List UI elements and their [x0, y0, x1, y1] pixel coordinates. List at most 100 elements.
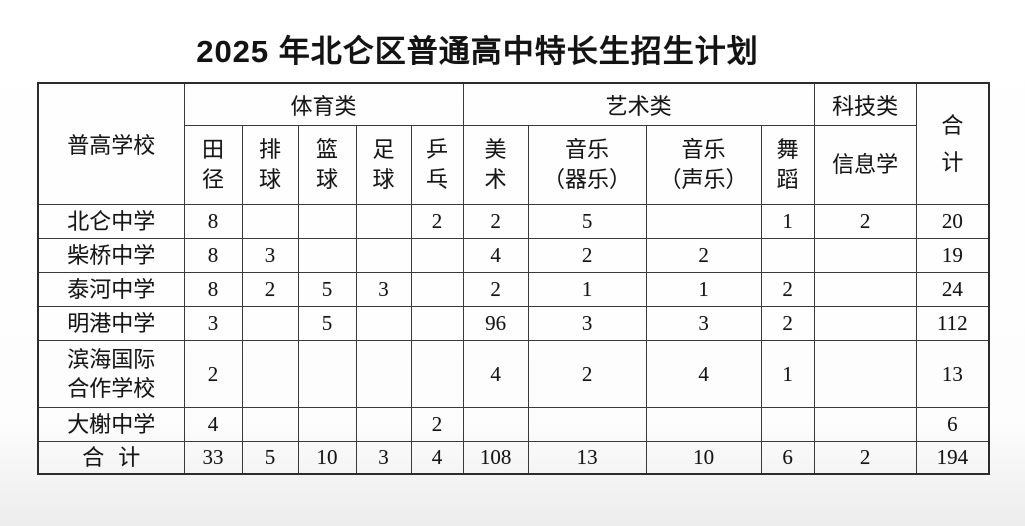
value-cell: [297, 407, 357, 442]
value-cell: 4: [462, 238, 529, 273]
sum-row: 合计 33 5 10 3 4 108 13 10 6 2 194: [37, 441, 990, 475]
value-cell: [527, 407, 647, 442]
sum-value-cell: 5: [241, 441, 299, 475]
value-cell: [355, 306, 412, 341]
value-cell: [241, 306, 299, 341]
col-header-informatics: 信息学: [813, 125, 917, 205]
value-cell: 1: [760, 340, 815, 408]
group-header-sports: 体育类: [183, 82, 464, 126]
row-total-cell: 19: [915, 238, 990, 273]
row-total-cell: 20: [915, 204, 990, 239]
value-cell: 2: [813, 204, 917, 239]
value-cell: [241, 340, 299, 408]
value-cell: [645, 407, 762, 442]
col-header-fine-arts: 美 术: [462, 125, 529, 205]
row-total-cell: 112: [915, 306, 990, 341]
school-name-cell: 北仑中学: [37, 204, 185, 239]
value-cell: [410, 306, 464, 341]
category-header-row: 普高学校 体育类 艺术类 科技类 合 计: [37, 82, 990, 205]
value-cell: [410, 272, 464, 307]
value-cell: [241, 204, 299, 239]
sum-value-cell: 33: [183, 441, 243, 475]
col-header-football: 足 球: [355, 125, 412, 205]
value-cell: 1: [760, 204, 815, 239]
value-cell: 3: [527, 306, 647, 341]
school-name-cell: 大榭中学: [37, 407, 185, 442]
row-total-cell: 13: [915, 340, 990, 408]
value-cell: 2: [527, 238, 647, 273]
value-cell: 3: [355, 272, 412, 307]
value-cell: 5: [297, 272, 357, 307]
value-cell: [645, 204, 762, 239]
row-total-cell: 24: [915, 272, 990, 307]
sum-row-label: 合计: [37, 441, 185, 475]
value-cell: [462, 407, 529, 442]
value-cell: [355, 204, 412, 239]
col-header-music-vocal: 音乐 （声乐）: [645, 125, 762, 205]
value-cell: [297, 204, 357, 239]
value-cell: 2: [410, 407, 464, 442]
value-cell: 5: [297, 306, 357, 341]
value-cell: [355, 407, 412, 442]
sum-value-cell: 108: [462, 441, 529, 475]
sum-value-cell: 10: [645, 441, 762, 475]
sum-value-cell: 10: [297, 441, 357, 475]
sum-value-cell: 4: [410, 441, 464, 475]
value-cell: [760, 407, 815, 442]
table-body: 北仑中学 8 2 2 5 1 2 20 柴桥中学 8 3 4 2 2 19 泰河中学 8 2 5 3 2 1 1 2 24 明港中…: [37, 204, 990, 475]
col-header-music-instrumental: 音乐 （器乐）: [527, 125, 647, 205]
school-name-cell: 滨海国际 合作学校: [37, 340, 185, 408]
value-cell: 3: [645, 306, 762, 341]
total-column-header: 合 计: [915, 82, 990, 205]
school-column-header: 普高学校: [37, 82, 185, 205]
value-cell: [813, 407, 917, 442]
grand-total-cell: 194: [915, 441, 990, 475]
school-name-cell: 明港中学: [37, 306, 185, 341]
value-cell: 2: [760, 272, 815, 307]
value-cell: 2: [462, 204, 529, 239]
school-row: 大榭中学 4 2 6: [37, 407, 990, 442]
value-cell: 2: [241, 272, 299, 307]
sum-value-cell: 2: [813, 441, 917, 475]
value-cell: 2: [183, 340, 243, 408]
row-total-cell: 6: [915, 407, 990, 442]
value-cell: [297, 238, 357, 273]
value-cell: 5: [527, 204, 647, 239]
value-cell: [813, 306, 917, 341]
value-cell: 3: [241, 238, 299, 273]
value-cell: [241, 407, 299, 442]
col-header-table-tennis: 乒 乓: [410, 125, 464, 205]
value-cell: [410, 238, 464, 273]
value-cell: 1: [645, 272, 762, 307]
col-header-dance: 舞 蹈: [760, 125, 815, 205]
col-header-volleyball: 排 球: [241, 125, 299, 205]
value-cell: [760, 238, 815, 273]
value-cell: [813, 272, 917, 307]
school-name-cell: 泰河中学: [37, 272, 185, 307]
subcategory-header-row: 田 径 排 球 篮 球 足 球 乒 乓 美 术 音乐 （器乐） 音乐 （声乐） …: [38, 125, 989, 205]
value-cell: 8: [183, 272, 243, 307]
value-cell: 2: [760, 306, 815, 341]
value-cell: 3: [183, 306, 243, 341]
value-cell: 8: [183, 238, 243, 273]
enrollment-plan-table: 普高学校 体育类 艺术类 科技类 合 计 田 径 排 球 篮 球 足 球 乒 乓…: [37, 82, 991, 475]
value-cell: [410, 340, 464, 408]
value-cell: 96: [462, 306, 529, 341]
value-cell: 2: [462, 272, 529, 307]
value-cell: 4: [645, 340, 762, 408]
value-cell: [813, 238, 917, 273]
value-cell: 1: [527, 272, 647, 307]
value-cell: [813, 340, 917, 408]
group-header-arts: 艺术类: [462, 82, 815, 126]
group-header-tech: 科技类: [813, 82, 917, 126]
sum-value-cell: 3: [355, 441, 412, 475]
school-name-cell: 柴桥中学: [37, 238, 185, 273]
school-row: 北仑中学 8 2 2 5 1 2 20: [37, 204, 990, 239]
sum-value-cell: 6: [760, 441, 815, 475]
value-cell: 2: [645, 238, 762, 273]
value-cell: 8: [183, 204, 243, 239]
school-row: 明港中学 3 5 96 3 3 2 112: [37, 306, 990, 341]
col-header-basketball: 篮 球: [297, 125, 357, 205]
school-row: 泰河中学 8 2 5 3 2 1 1 2 24: [37, 272, 990, 307]
